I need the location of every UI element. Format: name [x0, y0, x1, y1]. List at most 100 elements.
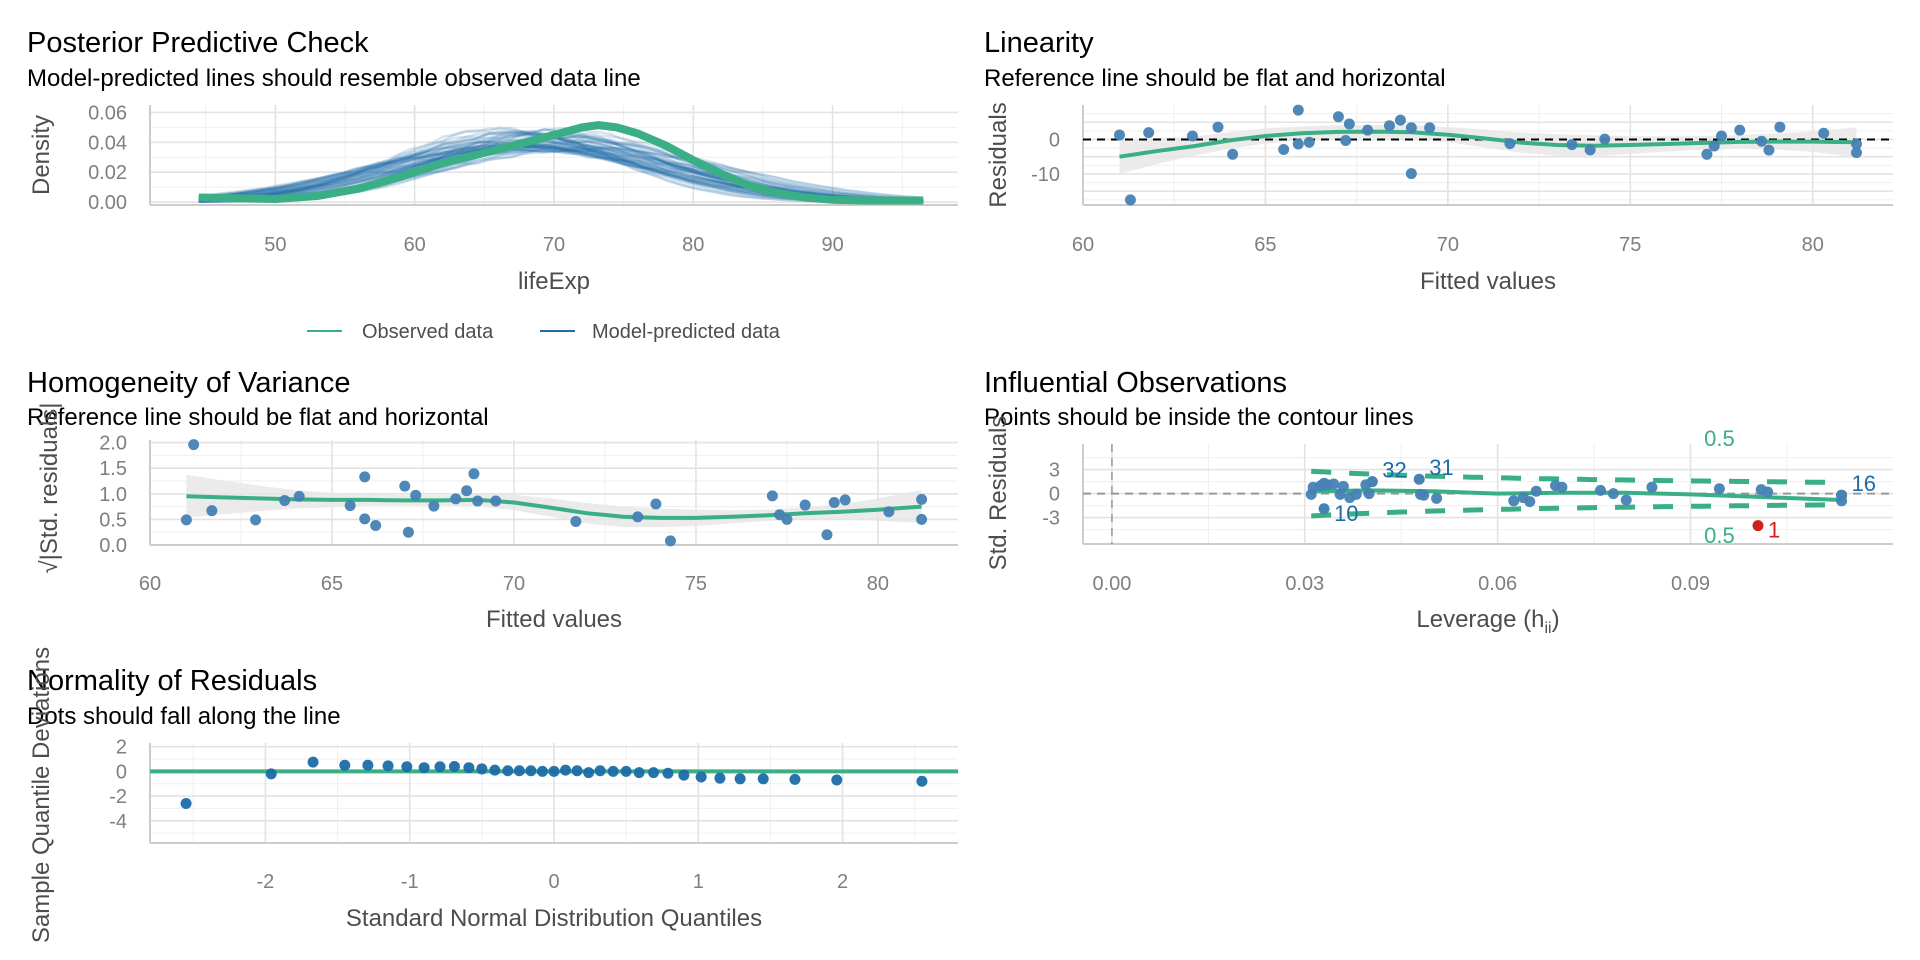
influential-x-ticks: 0.00 0.03 0.06 0.09	[1092, 573, 1710, 595]
residual-point	[1113, 129, 1125, 141]
y-tick-label: 0.06	[88, 102, 127, 124]
residual-point	[1383, 120, 1395, 132]
residual-point	[1340, 135, 1352, 147]
residual-point	[1566, 139, 1578, 151]
model-predicted-line	[198, 140, 924, 203]
x-tick-label: 60	[139, 573, 161, 595]
qq-point	[916, 775, 928, 787]
y-tick-label: -10	[1031, 164, 1060, 186]
std-residual-point	[370, 520, 382, 532]
ppc-predicted-lines	[198, 126, 924, 204]
y-tick-label: -3	[1042, 508, 1060, 530]
linearity-smooth-line	[1119, 129, 1857, 159]
std-residual-point	[180, 514, 192, 526]
model-predicted-line	[198, 145, 924, 202]
std-residual-point	[279, 494, 291, 506]
x-tick-label: 0.06	[1478, 573, 1517, 595]
std-residual-point	[344, 500, 356, 512]
std-residual-point	[472, 495, 484, 507]
y-tick-label: 2	[116, 737, 127, 759]
residual-point	[1756, 135, 1768, 147]
normality-subtitle: Dots should fall along the line	[27, 703, 341, 730]
x-tick-label: -2	[257, 871, 275, 893]
normality-y-ticks: 20 -2 -4	[109, 737, 127, 833]
contour-label-upper: 0.5	[1704, 426, 1735, 451]
x-tick-label: 70	[1437, 234, 1459, 256]
influential-points	[1305, 476, 1848, 508]
model-predicted-line	[198, 144, 924, 202]
y-tick-label: -4	[109, 811, 127, 833]
leverage-point	[1350, 488, 1362, 500]
std-residual-point	[206, 505, 218, 517]
std-residual-point	[781, 513, 793, 525]
leverage-point	[1530, 485, 1542, 497]
std-residual-point	[916, 493, 928, 505]
leverage-point	[1431, 492, 1443, 504]
residual-point	[1405, 168, 1417, 180]
linearity-confidence-band	[1119, 125, 1857, 174]
x-tick-label: 80	[867, 573, 889, 595]
labeled-point	[1318, 503, 1330, 515]
y-tick-label: 0	[116, 761, 127, 783]
std-residual-point	[799, 499, 811, 511]
residual-point	[1278, 143, 1290, 155]
leverage-point	[1556, 481, 1568, 493]
leverage-point	[1363, 488, 1375, 500]
homogeneity-x-ticks: 60 65 70 75 80	[139, 573, 889, 595]
qq-point	[307, 756, 319, 768]
qq-point	[560, 764, 572, 776]
qq-point	[831, 774, 843, 786]
point-id-label: 32	[1382, 458, 1406, 483]
ppc-y-label: Density	[28, 115, 55, 195]
qq-point	[571, 765, 583, 777]
x-tick-label: 0	[548, 871, 559, 893]
leverage-point	[1337, 480, 1349, 492]
normality-gridlines	[149, 743, 958, 844]
residual-point	[1851, 147, 1863, 159]
x-tick-label: 75	[685, 573, 707, 595]
model-predicted-line	[198, 142, 924, 202]
linearity-title: Linearity	[984, 27, 1094, 59]
qq-point	[418, 762, 430, 774]
normality-points	[180, 756, 928, 809]
model-predicted-line	[198, 145, 924, 202]
std-residual-point	[399, 480, 411, 492]
model-predicted-line	[198, 149, 924, 201]
legend-label-observed: Observed data	[362, 321, 494, 343]
homogeneity-confidence-band	[186, 474, 922, 528]
linearity-x-ticks: 60 65 70 75 80	[1072, 234, 1824, 256]
residual-point	[1584, 144, 1596, 156]
linearity-points	[1113, 104, 1863, 206]
ppc-x-label: lifeExp	[518, 268, 590, 295]
residual-point	[1227, 148, 1239, 160]
homogeneity-y-label: √|Std. residuals|	[36, 402, 63, 573]
x-tick-label: 0.09	[1671, 573, 1710, 595]
ppc-title: Posterior Predictive Check	[27, 27, 369, 59]
panel-homogeneity: Homogeneity of Variance Reference line s…	[27, 367, 958, 633]
std-residual-point	[490, 495, 502, 507]
linearity-y-label: Residuals	[985, 102, 1012, 207]
y-tick-label: 0.04	[88, 132, 127, 154]
normality-x-label: Standard Normal Distribution Quantiles	[346, 905, 762, 932]
influential-x-label: Leverage (hii)	[1416, 606, 1559, 637]
std-residual-point	[461, 485, 473, 497]
x-tick-label: 2	[837, 871, 848, 893]
residual-point	[1303, 136, 1315, 148]
x-tick-label: 60	[1072, 234, 1094, 256]
std-residual-point	[632, 511, 644, 523]
qq-point	[536, 765, 548, 777]
residual-point	[1708, 140, 1720, 152]
influential-y-label: Std. Residuals	[985, 416, 1012, 571]
labeled-point	[1752, 520, 1764, 532]
qq-point	[607, 765, 619, 777]
x-tick-label: 70	[543, 234, 565, 256]
qq-point	[339, 759, 351, 771]
influential-contour-lines: 0.5 0.5	[1311, 426, 1839, 548]
ppc-y-ticks: 0.00 0.02 0.04 0.06	[88, 102, 127, 214]
influential-subtitle: Points should be inside the contour line…	[984, 404, 1414, 431]
residual-point	[1292, 104, 1304, 116]
qq-point	[525, 765, 537, 777]
y-tick-label: 2.0	[99, 433, 127, 455]
point-id-label: 10	[1334, 501, 1358, 526]
homogeneity-subtitle: Reference line should be flat and horizo…	[27, 404, 489, 431]
